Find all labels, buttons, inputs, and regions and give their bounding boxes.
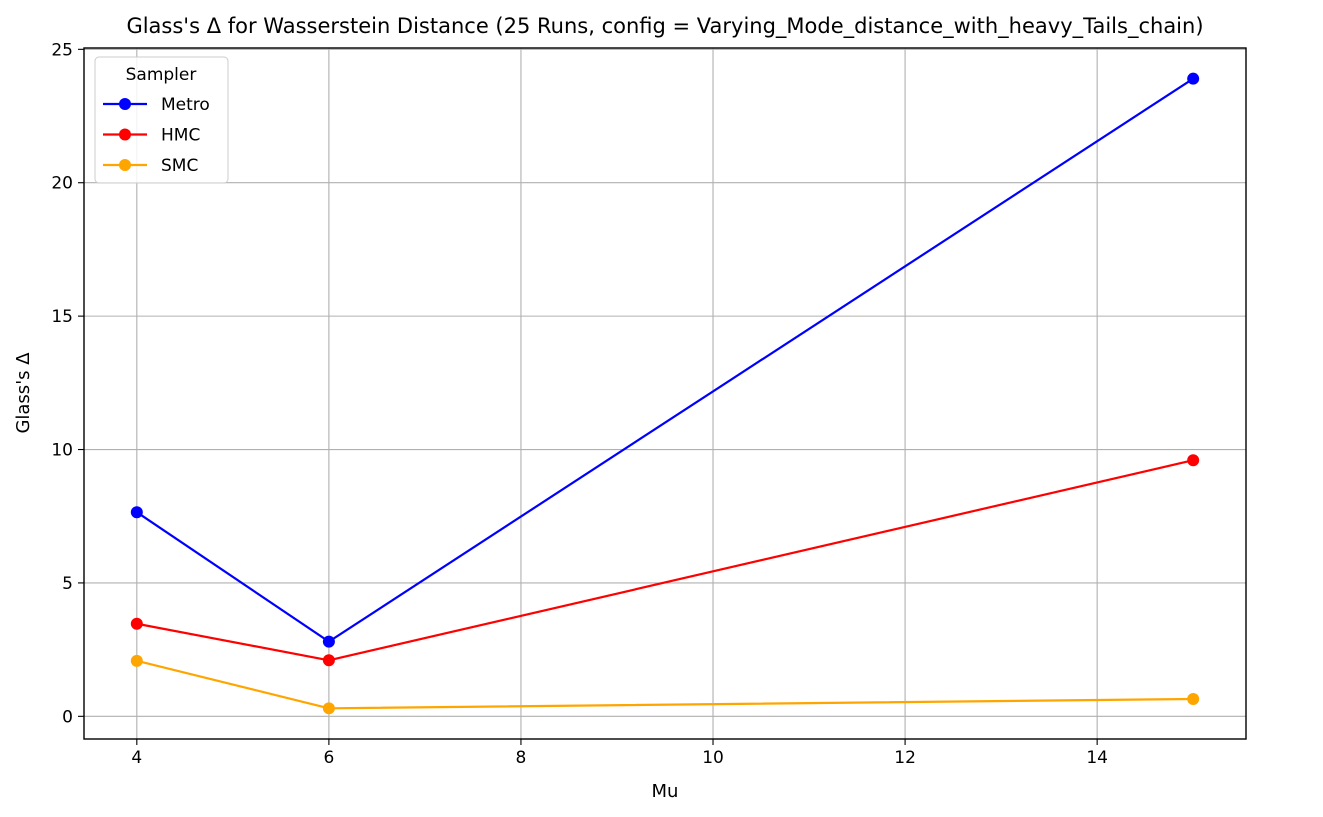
x-axis-label: Mu [652, 781, 679, 802]
legend: Sampler Metro HMC SMC [94, 56, 229, 184]
plot-frame [83, 47, 1247, 740]
y-tick-label: 20 [51, 174, 73, 194]
series-line-metro [136, 77, 1194, 643]
y-tick-label: 25 [51, 40, 73, 60]
x-tick-label: 14 [1086, 748, 1108, 768]
legend-box [94, 56, 229, 184]
data-point-hmc [130, 617, 143, 630]
y-axis-label: Glass's Δ [13, 352, 34, 434]
legend-marker-smc [119, 159, 131, 171]
x-tick-label: 6 [323, 748, 334, 768]
grid [84, 48, 1246, 739]
y-tick-label: 10 [51, 441, 73, 461]
series-line-hmc [136, 459, 1194, 662]
data-point-smc [1187, 692, 1200, 705]
series-line-smc [136, 659, 1194, 710]
legend-label-hmc: HMC [161, 126, 200, 146]
ticks: 4 6 8 10 12 14 0 5 10 15 20 25 [51, 40, 1108, 768]
data-point-metro [130, 506, 143, 519]
legend-title: Sampler [126, 65, 197, 85]
x-tick-label: 4 [131, 748, 142, 768]
x-tick-label: 8 [516, 748, 527, 768]
legend-label-metro: Metro [161, 95, 210, 115]
data-point-smc [322, 702, 335, 715]
legend-marker-hmc [119, 128, 131, 141]
data-point-metro [1187, 72, 1200, 85]
data-point-hmc [322, 654, 335, 667]
x-tick-label: 10 [702, 748, 724, 768]
y-tick-label: 0 [62, 707, 73, 727]
data-point-smc [130, 654, 143, 667]
legend-label-smc: SMC [161, 156, 198, 176]
y-tick-label: 15 [51, 307, 73, 327]
data-point-hmc [1187, 454, 1200, 467]
series-layer [130, 72, 1200, 715]
chart-title: Glass's Δ for Wasserstein Distance (25 R… [126, 14, 1203, 39]
y-tick-label: 5 [62, 574, 73, 594]
x-tick-label: 12 [894, 748, 916, 768]
data-point-metro [322, 635, 335, 648]
legend-marker-metro [119, 98, 131, 110]
